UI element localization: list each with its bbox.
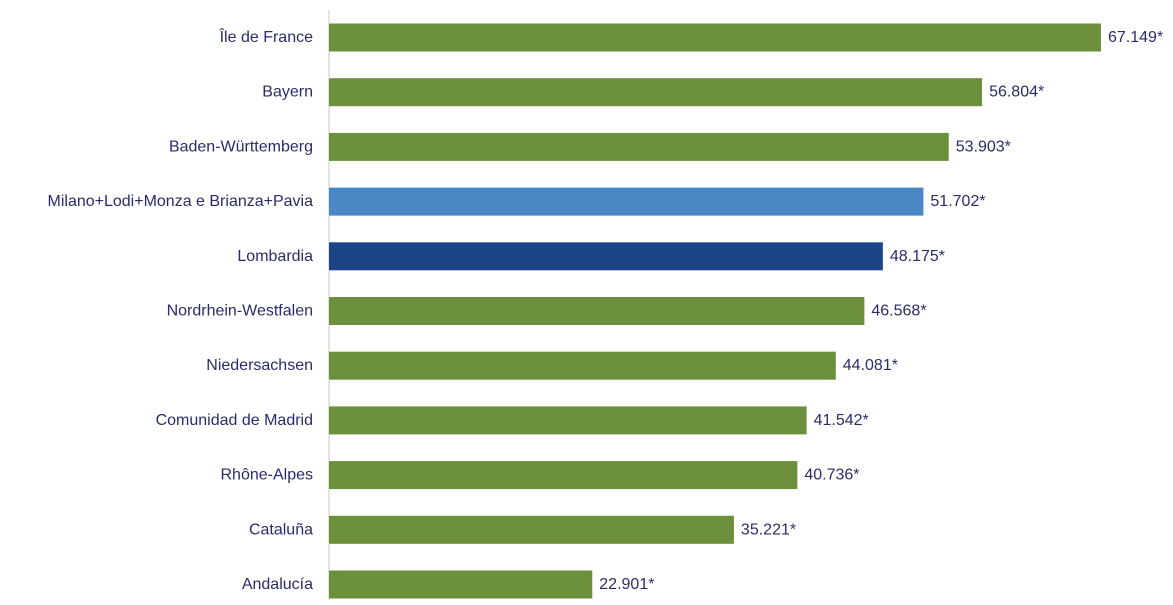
value-label: 40.736* bbox=[804, 467, 859, 484]
bar bbox=[329, 515, 734, 544]
category-label: Île de France bbox=[219, 27, 313, 46]
category-label: Comunidad de Madrid bbox=[156, 412, 313, 429]
value-label: 51.702* bbox=[930, 193, 985, 210]
category-label: Rhône-Alpes bbox=[221, 467, 314, 484]
value-label: 46.568* bbox=[871, 303, 926, 320]
bar bbox=[329, 461, 798, 490]
value-label: 48.175* bbox=[890, 248, 945, 265]
value-label: 56.804* bbox=[989, 84, 1044, 101]
value-labels-group: 67.149* 56.804* 53.903* 51.702* 48.175* 46.56… bbox=[599, 29, 1163, 593]
category-label: Niedersachsen bbox=[206, 357, 313, 374]
category-label: Baden-Württemberg bbox=[169, 138, 313, 155]
bar bbox=[329, 297, 865, 325]
category-label: Cataluña bbox=[249, 521, 313, 538]
bar bbox=[329, 23, 1101, 52]
value-label: 35.221* bbox=[741, 521, 796, 538]
value-label: 67.149* bbox=[1108, 29, 1163, 46]
category-labels-group: Île de France Bayern Baden-Württemberg Mila… bbox=[48, 27, 314, 593]
value-label: 44.081* bbox=[843, 357, 898, 374]
bar bbox=[329, 78, 983, 107]
bar bbox=[329, 406, 807, 435]
bar bbox=[329, 242, 883, 271]
value-label: 22.901* bbox=[599, 576, 654, 593]
category-label: Andalucía bbox=[242, 576, 313, 593]
value-label: 41.542* bbox=[814, 412, 869, 429]
bar bbox=[329, 570, 593, 599]
value-label: 53.903* bbox=[956, 138, 1011, 155]
bar bbox=[329, 132, 949, 161]
bar bbox=[329, 187, 924, 216]
category-label: Bayern bbox=[262, 84, 313, 101]
category-label: Nordrhein-Westfalen bbox=[167, 303, 313, 320]
bars-group bbox=[329, 23, 1101, 599]
bar bbox=[329, 351, 836, 380]
category-label: Lombardia bbox=[237, 248, 313, 265]
category-label: Milano+Lodi+Monza e Brianza+Pavia bbox=[48, 193, 314, 210]
